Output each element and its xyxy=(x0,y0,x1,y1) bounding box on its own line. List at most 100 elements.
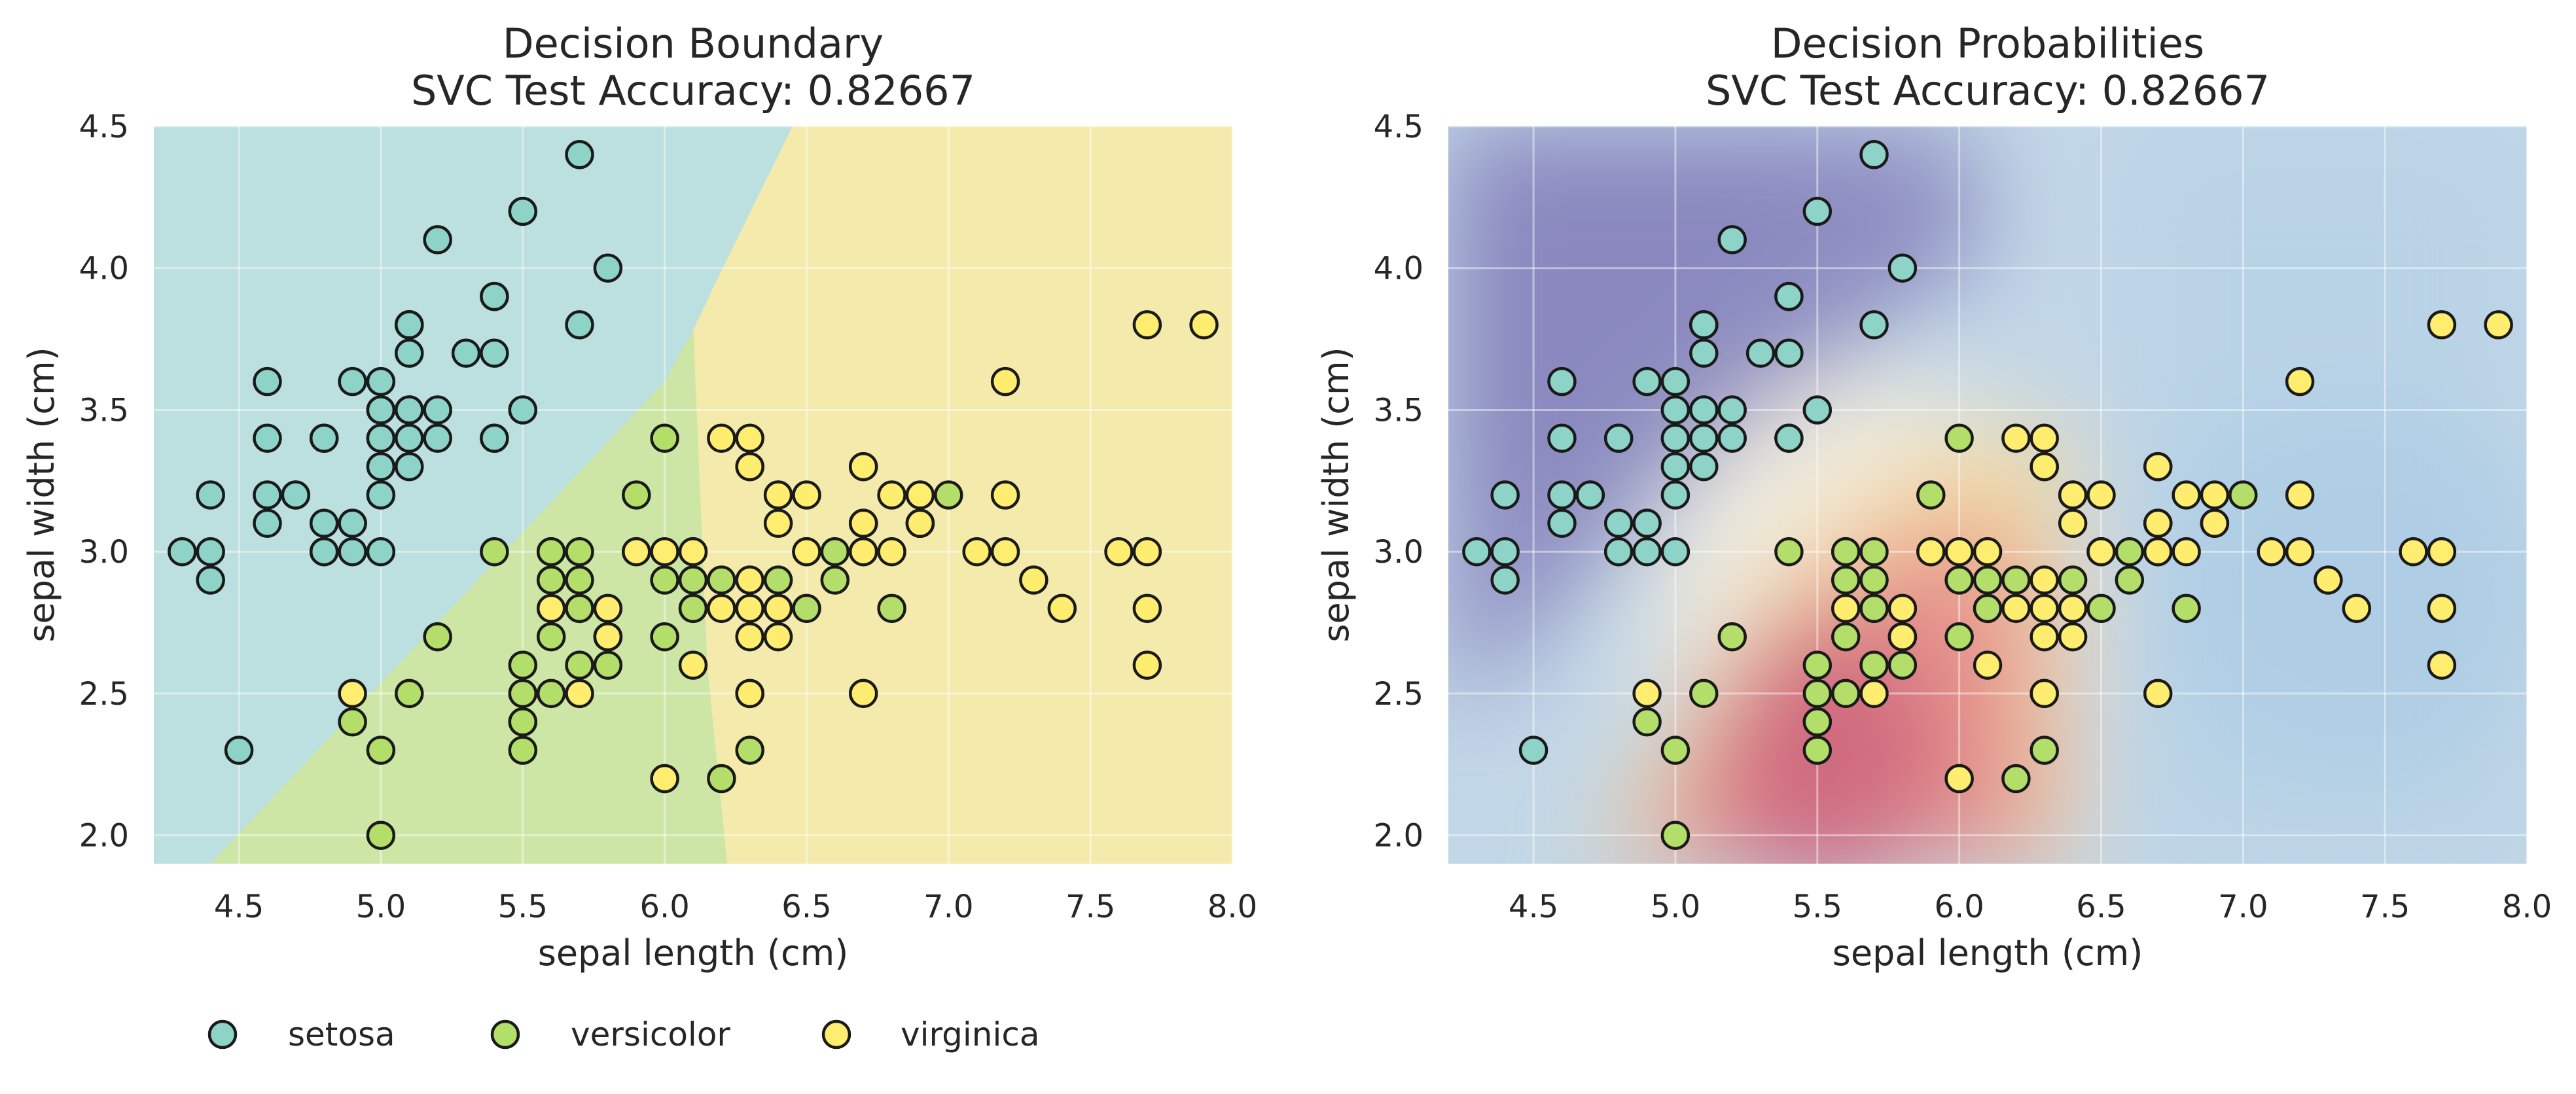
setosa-point xyxy=(366,395,396,425)
virginica-point xyxy=(2030,622,2059,652)
setosa-point xyxy=(1632,508,1662,538)
virginica-point xyxy=(2285,480,2315,510)
versicolor-point xyxy=(508,650,538,680)
setosa-point xyxy=(1547,480,1577,510)
setosa-point xyxy=(1490,480,1520,510)
y-tick-label: 4.0 xyxy=(1374,251,1423,287)
versicolor-point xyxy=(792,593,821,624)
virginica-point xyxy=(2143,537,2173,567)
y-tick-label: 4.5 xyxy=(1374,109,1423,145)
versicolor-point xyxy=(1859,537,1889,567)
virginica-point xyxy=(678,537,708,567)
setosa-point xyxy=(1859,140,1889,169)
virginica-point xyxy=(2001,593,2031,624)
setosa-point xyxy=(196,537,225,567)
virginica-point xyxy=(593,622,623,652)
legend-marker-versicolor xyxy=(490,1019,520,1050)
versicolor-point xyxy=(820,565,850,595)
versicolor-point xyxy=(1632,707,1662,737)
setosa-point xyxy=(366,480,396,510)
setosa-point xyxy=(395,395,424,425)
y-tick-label: 3.0 xyxy=(1374,534,1423,571)
y-tick-label: 2.0 xyxy=(79,818,129,855)
setosa-point xyxy=(196,565,225,595)
versicolor-point xyxy=(1660,735,1690,765)
versicolor-point xyxy=(366,735,396,765)
virginica-point xyxy=(2427,650,2457,680)
virginica-point xyxy=(2172,537,2201,567)
versicolor-point xyxy=(2228,480,2258,510)
versicolor-point xyxy=(1802,650,1833,680)
versicolor-point xyxy=(735,735,764,765)
setosa-point xyxy=(1717,395,1747,425)
versicolor-point xyxy=(1944,622,1974,652)
setosa-point xyxy=(1689,395,1719,425)
setosa-point xyxy=(423,423,452,453)
virginica-point xyxy=(1189,310,1219,340)
virginica-point xyxy=(536,593,566,624)
chart-title-line-2: SVC Test Accuracy: 0.82667 xyxy=(1706,67,2270,115)
virginica-point xyxy=(1916,537,1946,567)
versicolor-point xyxy=(622,480,651,510)
virginica-point xyxy=(1887,622,1918,652)
legend-marker-setosa xyxy=(207,1019,238,1050)
setosa-point xyxy=(1745,338,1776,368)
versicolor-point xyxy=(565,565,594,595)
virginica-point xyxy=(2285,366,2315,397)
virginica-point xyxy=(2200,480,2230,510)
virginica-point xyxy=(1859,679,1889,709)
virginica-point xyxy=(990,537,1020,567)
versicolor-point xyxy=(650,622,679,652)
virginica-point xyxy=(622,537,651,567)
legend-item-versicolor: versicolor xyxy=(490,1015,730,1053)
virginica-point xyxy=(1973,650,2003,680)
chart-title-line-1: Decision Probabilities xyxy=(1771,20,2204,67)
versicolor-point xyxy=(1916,480,1946,510)
virginica-point xyxy=(1973,537,2003,567)
versicolor-point xyxy=(820,537,850,567)
setosa-point xyxy=(309,508,339,538)
versicolor-point xyxy=(707,565,736,595)
versicolor-point xyxy=(1802,679,1833,709)
versicolor-point xyxy=(650,565,679,595)
setosa-point xyxy=(224,735,254,765)
versicolor-point xyxy=(650,423,679,453)
versicolor-point xyxy=(1973,565,2003,595)
x-tick-label: 6.5 xyxy=(2076,889,2126,925)
y-tick-label: 3.5 xyxy=(1374,392,1423,429)
legend-label-virginica: virginica xyxy=(901,1015,1040,1053)
setosa-point xyxy=(366,451,396,482)
setosa-point xyxy=(338,508,367,538)
virginica-point xyxy=(792,480,821,510)
x-tick-labels: 4.5 5.0 5.5 6.0 6.5 7.0 7.5 8.0 xyxy=(1509,889,2552,925)
setosa-point xyxy=(565,140,594,169)
virginica-point xyxy=(848,508,878,538)
setosa-point xyxy=(1547,508,1577,538)
decision-boundary-panel: Decision Boundary SVC Test Accuracy: 0.8… xyxy=(21,20,1257,974)
virginica-point xyxy=(2086,537,2116,567)
setosa-point xyxy=(593,253,623,283)
y-axis-label: sepal width (cm) xyxy=(21,347,62,642)
setosa-point xyxy=(1660,395,1690,425)
versicolor-point xyxy=(2001,565,2031,595)
versicolor-point xyxy=(1831,537,1861,567)
versicolor-point xyxy=(877,593,906,624)
setosa-point xyxy=(1887,253,1918,283)
versicolor-point xyxy=(1859,650,1889,680)
setosa-point xyxy=(1717,423,1747,453)
virginica-point xyxy=(650,537,679,567)
versicolor-point xyxy=(1660,820,1690,850)
virginica-point xyxy=(2314,565,2343,595)
versicolor-point xyxy=(1859,565,1889,595)
scatter-points xyxy=(1462,140,2513,850)
setosa-point xyxy=(423,225,452,255)
virginica-point xyxy=(2030,593,2059,624)
x-tick-label: 4.5 xyxy=(1509,889,1558,925)
setosa-point xyxy=(1547,366,1577,397)
setosa-point xyxy=(309,423,339,453)
setosa-point xyxy=(1717,225,1747,255)
setosa-point xyxy=(1774,281,1804,311)
setosa-point xyxy=(395,423,424,453)
x-tick-label: 6.0 xyxy=(1934,889,1984,925)
